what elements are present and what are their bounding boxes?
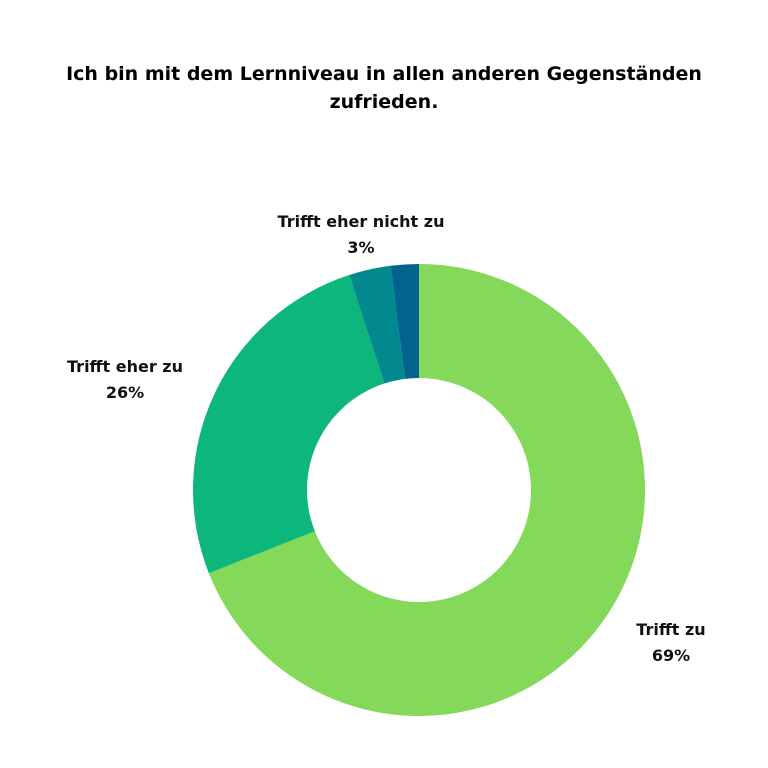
- slice-trifft-eher-nicht-zu: [349, 265, 405, 384]
- slice-label-name: Trifft zu: [636, 620, 705, 639]
- slice-labels: Trifft zu 69% Trifft eher zu 26% Trifft eher…: [67, 212, 706, 665]
- chart-title: Ich bin mit dem Lernniveau in allen ande…: [66, 63, 702, 113]
- slice-label-name: Trifft eher nicht zu: [278, 212, 445, 231]
- slice-label-value: 69%: [652, 646, 690, 665]
- slice-trifft-gar-nicht-zu: [390, 264, 419, 379]
- slice-label-value: 3%: [347, 238, 374, 257]
- donut-slices: [192, 264, 645, 716]
- slice-trifft-zu: [208, 264, 645, 716]
- slice-trifft-eher-zu: [192, 275, 385, 574]
- slice-label-name: Trifft eher zu: [67, 357, 183, 376]
- slice-label-value: 26%: [106, 383, 144, 402]
